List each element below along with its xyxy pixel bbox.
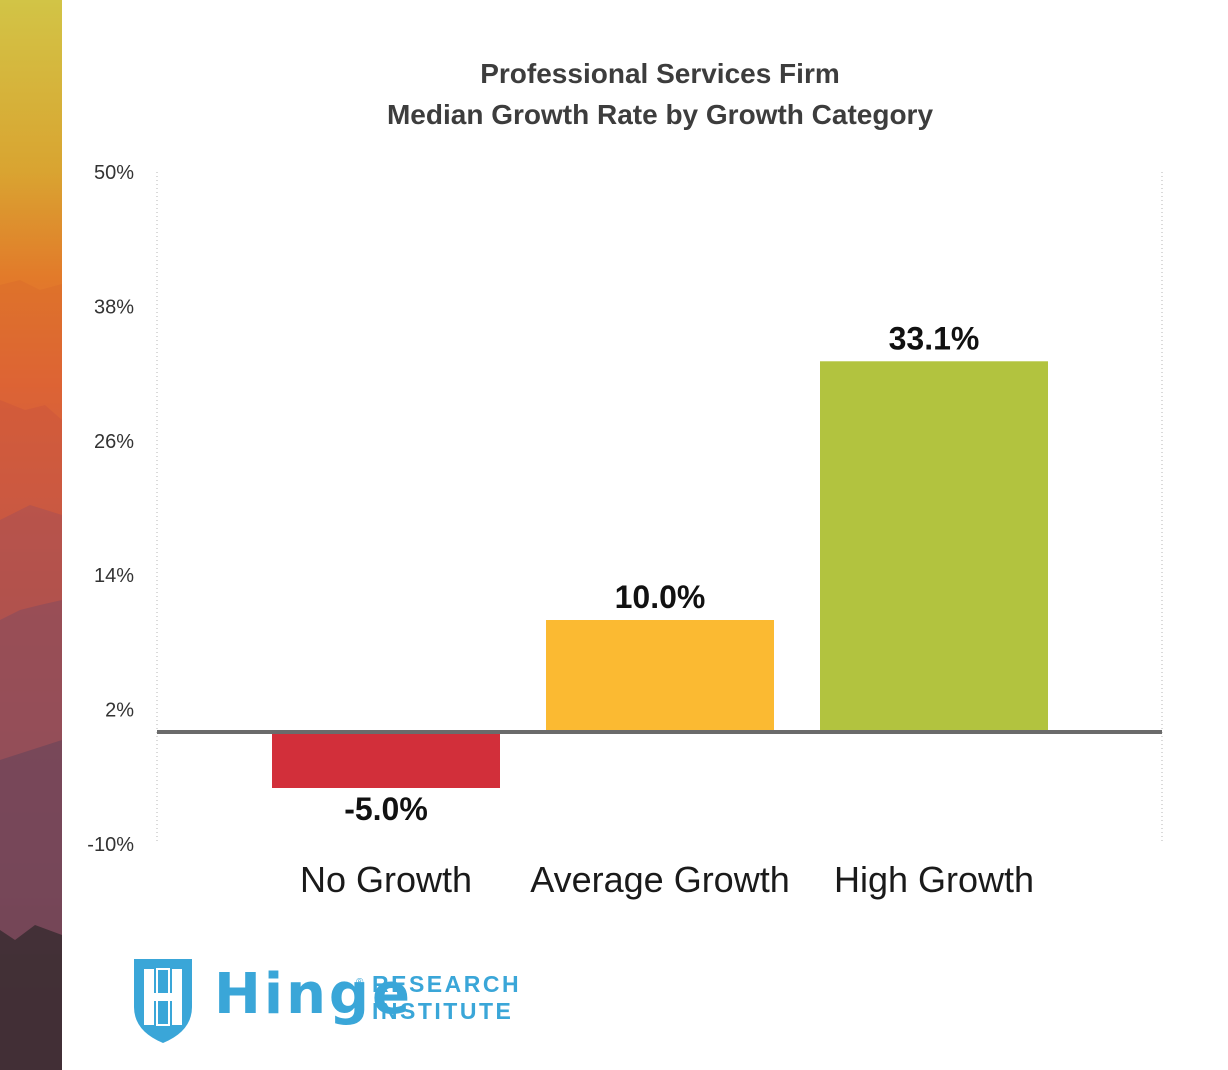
bar-value-label: 10.0%: [615, 579, 706, 615]
bar-average-growth: [546, 620, 774, 732]
registered-mark: ®: [356, 977, 364, 988]
hinge-logo: Hinge ® RESEARCH INSTITUTE: [128, 955, 548, 1047]
decorative-side-strip: [0, 0, 62, 1070]
logo-wordmark: Hinge: [214, 962, 413, 1027]
y-tick-label: -10%: [87, 834, 134, 856]
category-label: Average Growth: [530, 859, 789, 900]
y-tick-label: 2%: [105, 700, 134, 722]
bar-no-growth: [272, 732, 500, 788]
y-tick-label: 26%: [94, 431, 134, 453]
y-tick-label: 38%: [94, 296, 134, 318]
y-tick-label: 14%: [94, 565, 134, 587]
logo-subtitle-institute: INSTITUTE: [372, 998, 514, 1024]
category-label: No Growth: [300, 859, 472, 900]
logo-subtitle-research: RESEARCH: [372, 971, 522, 997]
bar-high-growth: [820, 361, 1048, 732]
bar-value-label: -5.0%: [344, 791, 428, 827]
chart-title: Professional Services Firm: [480, 58, 840, 89]
mountain-silhouette-image: [0, 280, 62, 1070]
chart-subtitle: Median Growth Rate by Growth Category: [386, 99, 934, 130]
category-label: High Growth: [834, 859, 1034, 900]
y-tick-label: 50%: [94, 162, 134, 184]
bar-value-label: 33.1%: [889, 320, 980, 356]
shield-icon: [134, 959, 192, 1043]
